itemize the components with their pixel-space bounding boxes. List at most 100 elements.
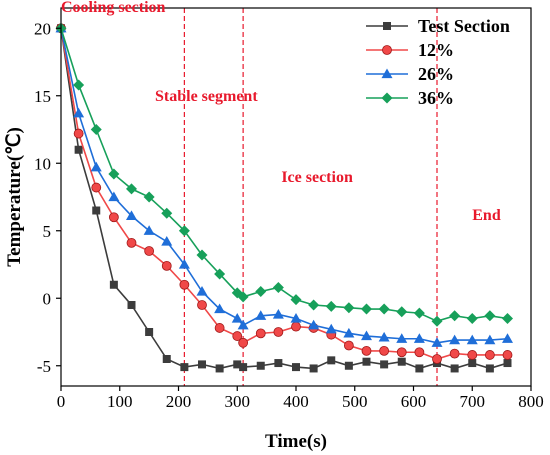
- data-point: [378, 331, 390, 342]
- data-point: [415, 364, 424, 373]
- series-lines: [55, 22, 513, 373]
- data-point: [92, 206, 101, 215]
- data-point: [238, 337, 249, 348]
- section-annotation: Ice section: [281, 169, 353, 186]
- data-point: [396, 306, 408, 318]
- data-point: [256, 361, 265, 370]
- data-point: [383, 22, 391, 30]
- data-point: [362, 357, 371, 366]
- data-point: [290, 294, 302, 306]
- data-point: [178, 225, 190, 237]
- data-point: [161, 260, 172, 271]
- data-point: [413, 307, 425, 319]
- data-point: [231, 313, 243, 323]
- data-point: [237, 291, 249, 303]
- data-point: [161, 236, 173, 246]
- data-point: [449, 348, 460, 359]
- x-axis: 0 100 200 300 400 500 600 700 800: [57, 386, 544, 411]
- x-tick-label: 600: [401, 392, 427, 411]
- data-point: [90, 161, 102, 172]
- data-point: [414, 347, 425, 358]
- data-point: [467, 350, 478, 360]
- data-point: [179, 279, 190, 290]
- y-tick-label: 0: [43, 289, 52, 308]
- data-point: [239, 363, 248, 372]
- x-tick-label: 700: [460, 392, 486, 411]
- data-point: [502, 313, 513, 324]
- data-point: [108, 212, 119, 223]
- data-point: [381, 92, 393, 104]
- data-point: [255, 310, 267, 320]
- series-36-: [55, 22, 513, 327]
- data-point: [272, 308, 284, 319]
- x-tick-label: 300: [225, 392, 251, 411]
- data-point: [274, 359, 283, 368]
- y-axis: -5 0 5 10 15 20: [34, 19, 61, 376]
- data-point: [449, 334, 461, 345]
- data-point: [255, 286, 267, 297]
- y-tick-label: 20: [34, 19, 51, 38]
- data-point: [197, 300, 207, 310]
- legend-item: Test Section: [366, 16, 510, 36]
- data-point: [237, 319, 249, 330]
- data-point: [196, 249, 208, 261]
- data-point: [233, 360, 242, 369]
- data-point: [484, 350, 495, 360]
- annotations: Cooling section Stable segment Ice section…: [61, 0, 501, 224]
- legend: Test Section 12% 26% 36%: [366, 16, 510, 108]
- data-point: [343, 302, 355, 314]
- x-axis-title: Time(s): [265, 431, 327, 452]
- data-point: [145, 328, 154, 336]
- data-point: [502, 333, 513, 343]
- data-point: [432, 354, 442, 364]
- data-point: [468, 359, 477, 368]
- data-point: [397, 357, 406, 366]
- data-point: [74, 145, 83, 154]
- legend-item: 36%: [366, 88, 454, 108]
- x-tick-label: 800: [518, 392, 544, 411]
- data-point: [291, 321, 301, 332]
- data-point: [73, 128, 84, 139]
- data-point: [162, 355, 171, 363]
- legend-label: 36%: [418, 88, 454, 108]
- x-tick-label: 100: [107, 392, 133, 411]
- data-point: [196, 286, 208, 296]
- data-point: [161, 207, 173, 219]
- y-tick-label: 10: [34, 154, 51, 173]
- x-tick-label: 400: [283, 392, 309, 411]
- data-point: [309, 364, 318, 373]
- data-point: [214, 303, 226, 314]
- legend-label: 12%: [418, 40, 454, 60]
- data-point: [126, 183, 137, 195]
- data-point: [143, 191, 155, 203]
- data-point: [466, 334, 478, 345]
- data-point: [214, 268, 226, 280]
- y-tick-label: -5: [37, 357, 51, 376]
- data-point: [413, 333, 425, 343]
- data-point: [380, 360, 389, 369]
- data-point: [308, 299, 320, 311]
- y-tick-label: 5: [43, 222, 52, 241]
- legend-label: 26%: [418, 64, 454, 84]
- data-point: [396, 347, 407, 358]
- data-point: [485, 364, 494, 373]
- data-point: [381, 68, 393, 79]
- y-tick-label: 15: [34, 87, 51, 106]
- data-point: [466, 313, 478, 324]
- data-point: [178, 259, 190, 269]
- data-point: [431, 315, 443, 327]
- data-point: [108, 191, 120, 202]
- data-point: [379, 345, 390, 356]
- data-point: [255, 328, 266, 339]
- data-point: [325, 300, 337, 312]
- data-point: [308, 319, 320, 330]
- data-point: [361, 303, 372, 315]
- data-point: [143, 225, 155, 235]
- data-point: [431, 337, 443, 347]
- data-point: [273, 327, 284, 337]
- data-point: [108, 168, 120, 180]
- data-point: [503, 359, 512, 368]
- data-point: [327, 356, 336, 365]
- data-point: [272, 281, 284, 293]
- data-point: [180, 363, 189, 372]
